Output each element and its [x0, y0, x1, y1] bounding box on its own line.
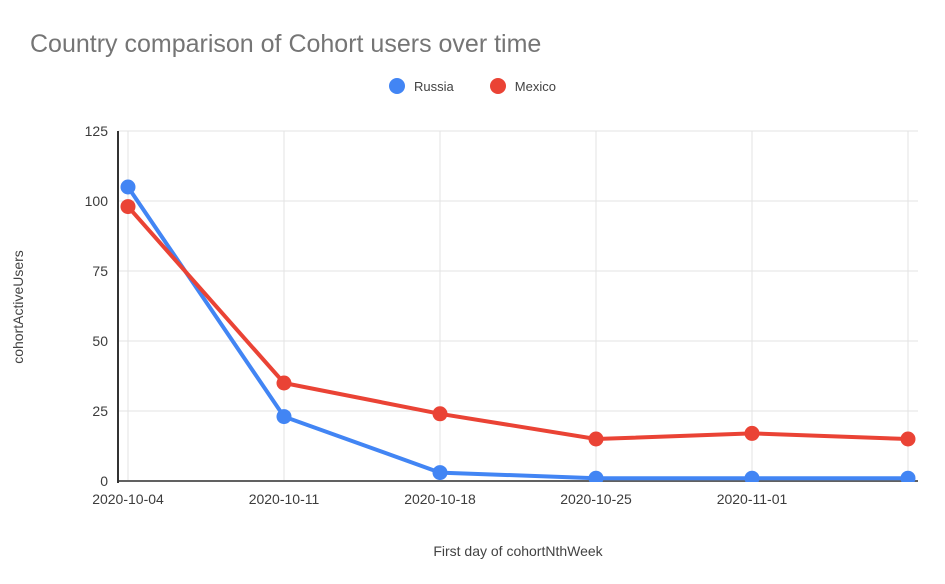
- y-axis-title: cohortActiveUsers: [10, 250, 26, 364]
- legend-label-mexico: Mexico: [514, 78, 556, 94]
- legend: Russia Mexico: [0, 78, 945, 94]
- x-tick-label: 2020-11-01: [716, 491, 788, 507]
- x-tick-label: 2020-10-25: [560, 491, 632, 507]
- x-axis-title: First day of cohortNthWeek: [433, 543, 603, 559]
- x-tick-label: 2020-10-11: [248, 491, 320, 507]
- chart-title: Country comparison of Cohort users over …: [30, 30, 542, 58]
- y-tick-label: 100: [84, 193, 108, 209]
- y-tick-label: 0: [100, 473, 108, 489]
- y-tick-label: 25: [92, 403, 108, 419]
- legend-label-russia: Russia: [414, 78, 454, 94]
- legend-marker-mexico-icon: [489, 78, 506, 94]
- legend-item-mexico: Mexico: [489, 78, 556, 94]
- legend-marker-russia-icon: [389, 78, 406, 94]
- x-tick-label: 2020-10-18: [404, 491, 476, 507]
- legend-item-russia: Russia: [389, 78, 454, 94]
- y-tick-label: 75: [92, 263, 108, 279]
- x-tick-label: 2020-10-04: [92, 491, 164, 507]
- y-tick-label: 125: [84, 123, 108, 139]
- y-tick-label: 50: [92, 333, 108, 349]
